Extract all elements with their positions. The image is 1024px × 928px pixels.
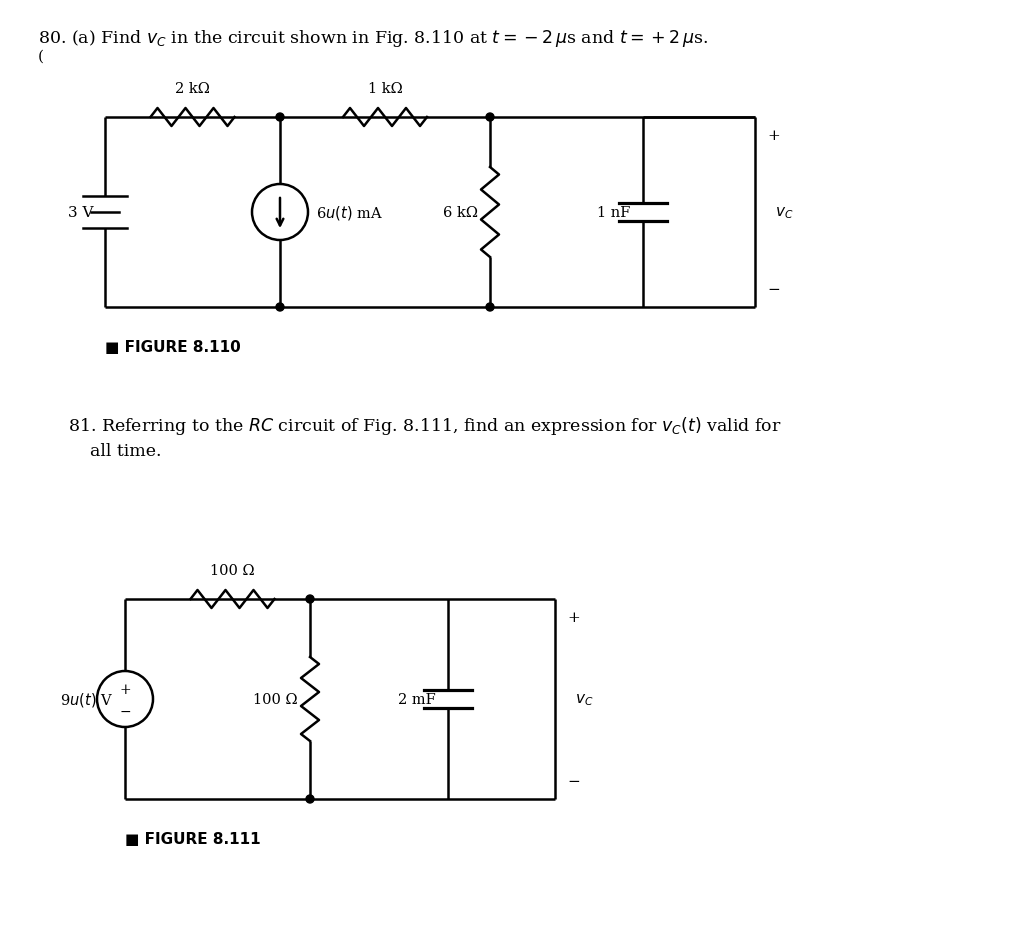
Text: 6 kΩ: 6 kΩ	[443, 206, 478, 220]
Text: 9$u(t)$ V: 9$u(t)$ V	[59, 690, 113, 708]
Text: +: +	[767, 129, 779, 143]
Circle shape	[276, 114, 284, 122]
Text: 3 V: 3 V	[68, 206, 93, 220]
Text: 100 Ω: 100 Ω	[210, 563, 255, 577]
Text: 2 kΩ: 2 kΩ	[175, 82, 210, 96]
Circle shape	[486, 303, 494, 312]
Text: −: −	[119, 704, 131, 718]
Circle shape	[306, 795, 314, 803]
Circle shape	[276, 303, 284, 312]
Text: 1 nF: 1 nF	[597, 206, 631, 220]
Text: ■ FIGURE 8.111: ■ FIGURE 8.111	[125, 831, 261, 846]
Circle shape	[306, 596, 314, 603]
Text: 100 Ω: 100 Ω	[253, 692, 298, 706]
Text: (: (	[38, 50, 44, 64]
Text: 81. Referring to the $RC$ circuit of Fig. 8.111, find an expression for $v_C(t)$: 81. Referring to the $RC$ circuit of Fig…	[68, 415, 781, 436]
Text: $v_C$: $v_C$	[775, 205, 794, 221]
Text: +: +	[119, 682, 131, 696]
Text: 1 kΩ: 1 kΩ	[368, 82, 402, 96]
Text: ■ FIGURE 8.110: ■ FIGURE 8.110	[105, 340, 241, 354]
Text: −: −	[567, 774, 580, 788]
Text: −: −	[767, 283, 779, 297]
Text: 80. (a) Find $v_C$ in the circuit shown in Fig. 8.110 at $t = -2\,\mu$s and $t =: 80. (a) Find $v_C$ in the circuit shown …	[38, 28, 709, 49]
Text: all time.: all time.	[90, 443, 162, 459]
Circle shape	[486, 114, 494, 122]
Text: 2 mF: 2 mF	[397, 692, 435, 706]
Text: $v_C$: $v_C$	[575, 691, 594, 707]
Text: +: +	[567, 611, 580, 625]
Text: 6$u(t)$ mA: 6$u(t)$ mA	[316, 204, 383, 222]
